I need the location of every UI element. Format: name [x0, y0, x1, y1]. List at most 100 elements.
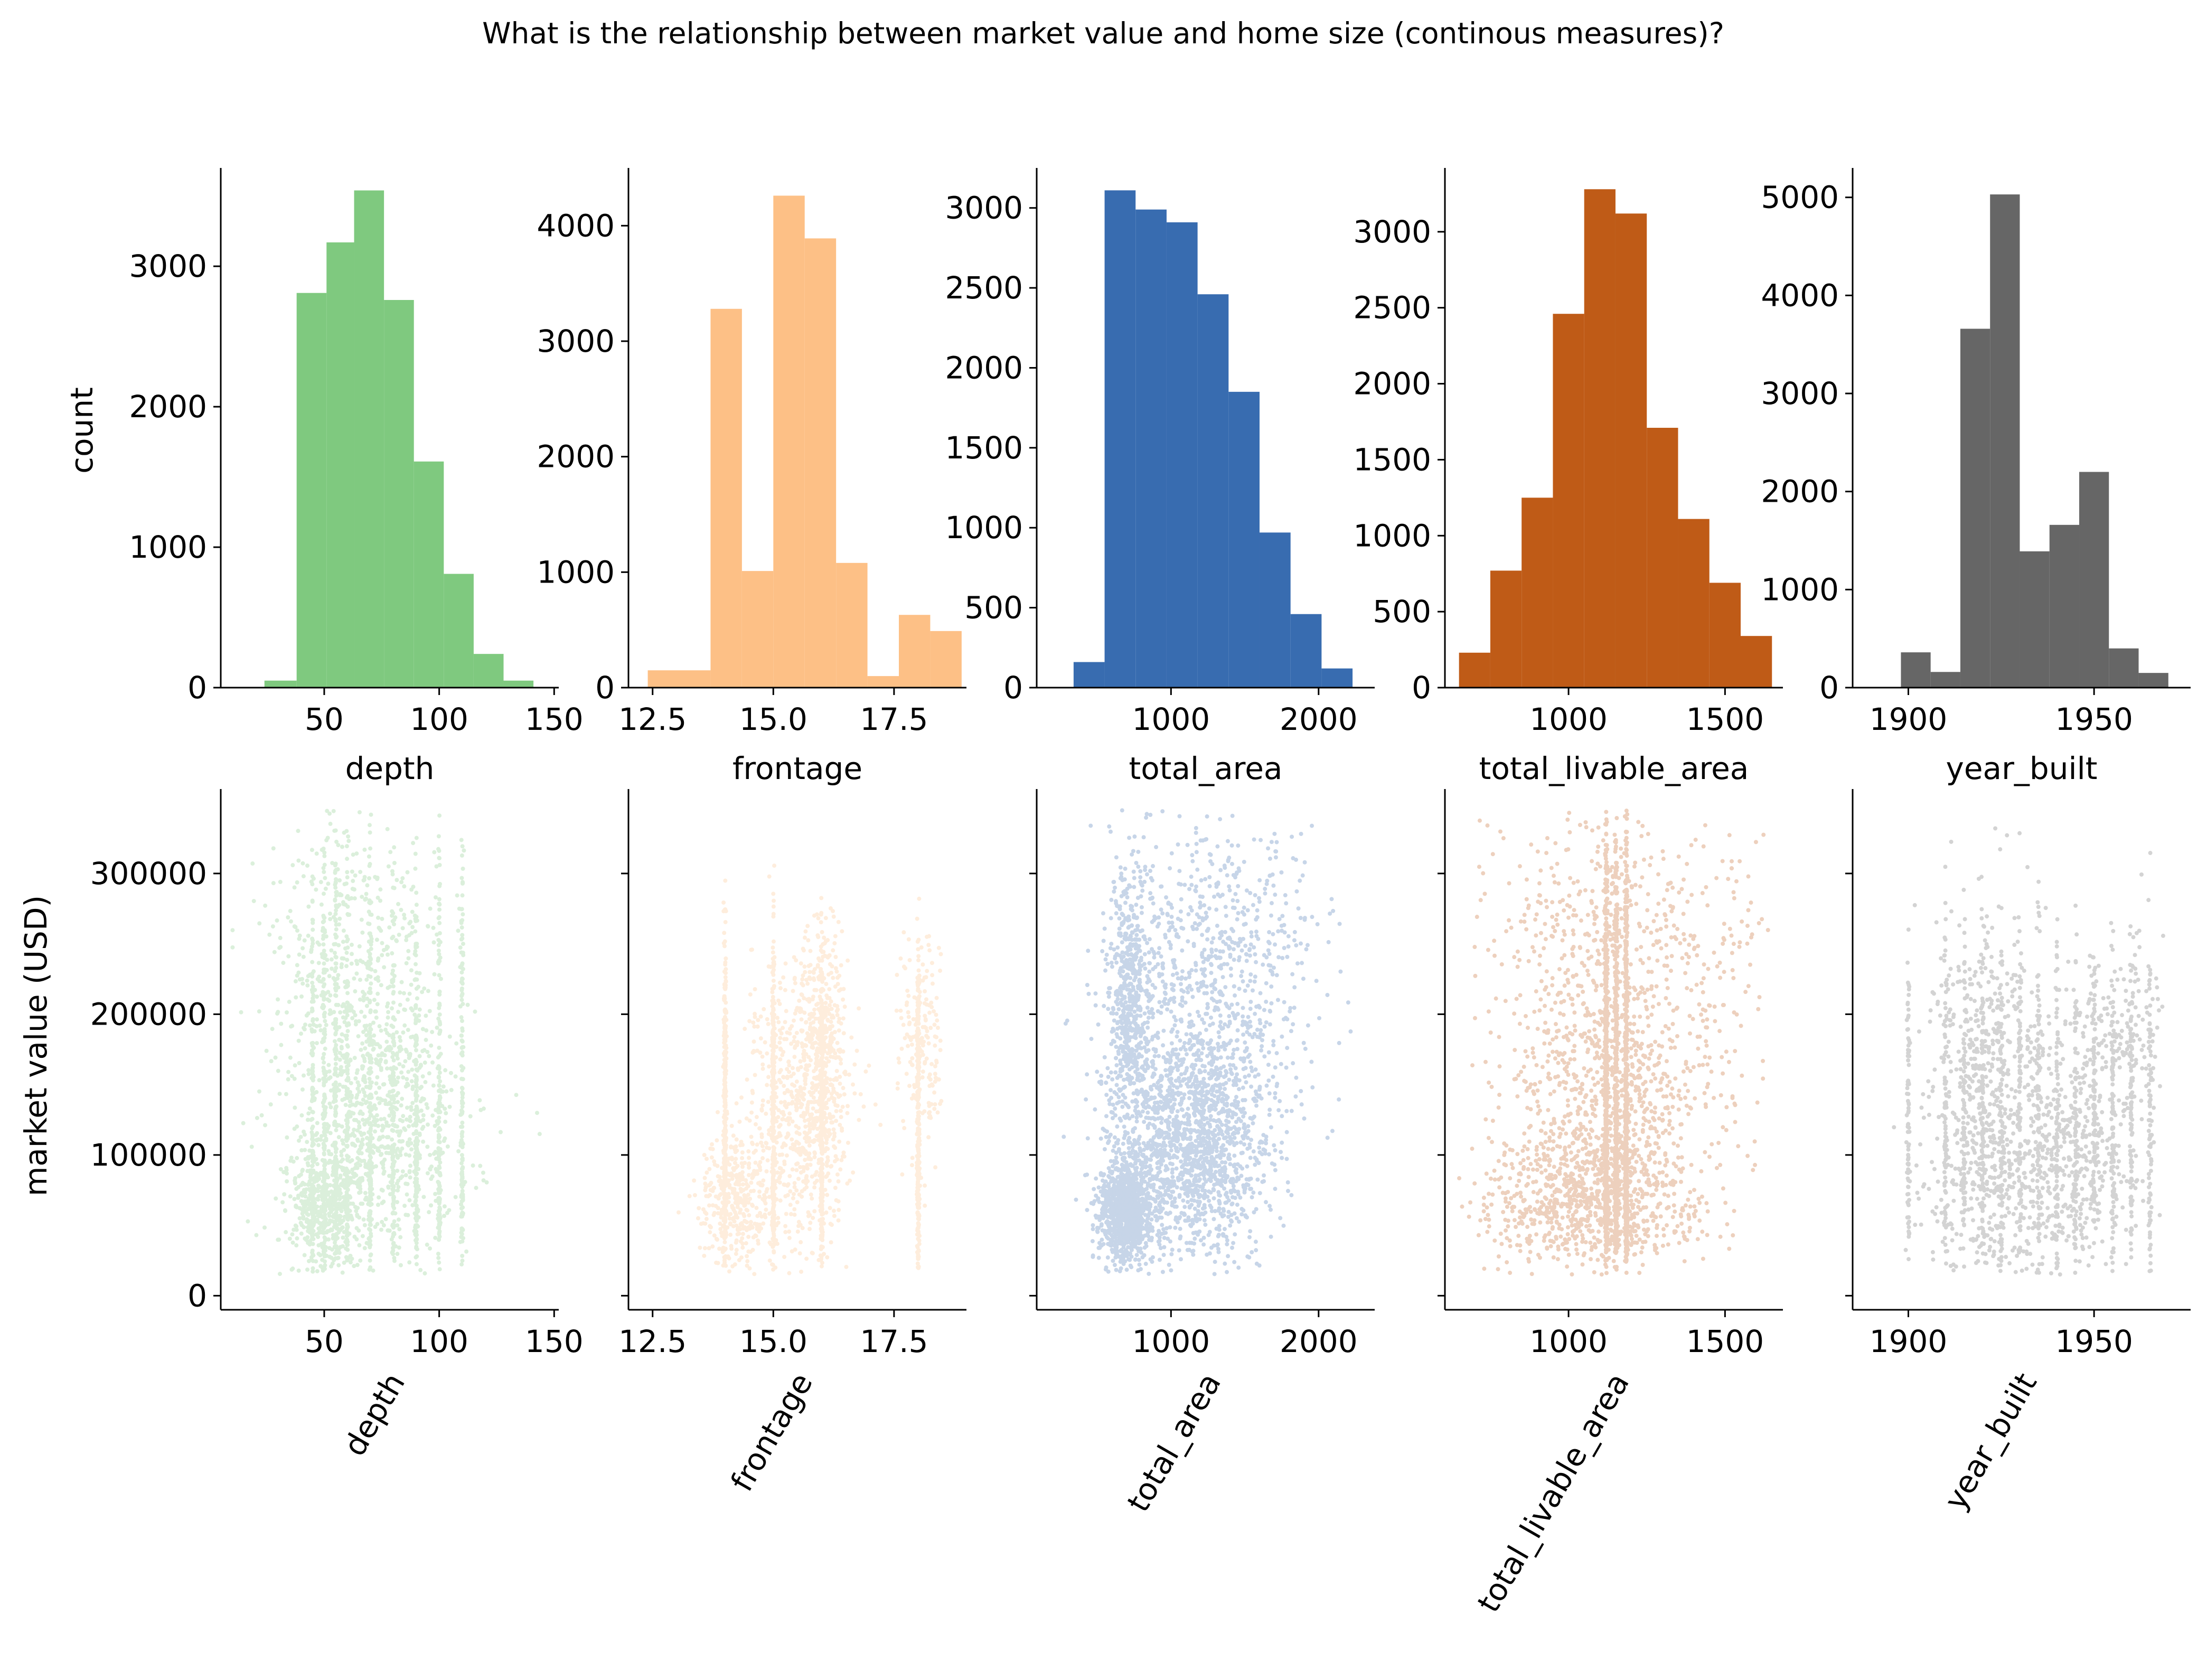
scatter-point [311, 1017, 315, 1021]
scatter-point [792, 1035, 797, 1039]
x-tick-label: 12.5 [618, 701, 687, 737]
scatter-point [304, 1209, 308, 1214]
scatter-point [327, 1101, 332, 1106]
scatter-point [369, 946, 373, 951]
scatter-point [397, 1062, 402, 1066]
scatter-point [383, 1217, 388, 1222]
scatter-point [461, 942, 465, 946]
scatter-point [334, 1244, 339, 1249]
scatter-point [819, 1227, 824, 1232]
scatter-point [381, 1166, 386, 1170]
scatter-point [362, 847, 367, 852]
scatter-point [333, 1219, 338, 1224]
scatter-point [749, 1100, 754, 1105]
scatter-point [794, 1079, 799, 1084]
scatter-point [368, 1031, 372, 1036]
scatter-point [285, 1179, 289, 1184]
scatter-point [370, 1217, 374, 1222]
histogram-bar [354, 190, 384, 688]
scatter-point [782, 1091, 787, 1095]
scatter-point [728, 1232, 733, 1237]
scatter-point [350, 1256, 354, 1261]
scatter-point [322, 1083, 326, 1087]
scatter-point [334, 1207, 339, 1212]
scatter-point [369, 1093, 373, 1097]
scatter-point [311, 876, 316, 881]
scatter-point [309, 1041, 314, 1046]
scatter-point [727, 1256, 731, 1261]
scatter-point [761, 1148, 766, 1153]
scatter-point [432, 972, 437, 977]
scatter-point [414, 1067, 419, 1072]
scatter-point [367, 823, 372, 828]
scatter-point [371, 1046, 376, 1051]
scatter-point [437, 1208, 442, 1213]
scatter-point [345, 857, 350, 861]
scatter-point [790, 1119, 795, 1124]
scatter-point [774, 1160, 779, 1165]
scatter-point [333, 1099, 338, 1103]
scatter-point [346, 1155, 351, 1159]
scatter-point [337, 1057, 342, 1062]
scatter-point [367, 876, 372, 880]
scatter-point [344, 1206, 349, 1211]
scatter-point [311, 1211, 316, 1216]
scatter-point [308, 1188, 313, 1193]
scatter-point [304, 1217, 309, 1222]
scatter-point [351, 879, 355, 884]
scatter-point [449, 1087, 454, 1092]
scatter-point [345, 1257, 350, 1262]
scatter-point [407, 1153, 412, 1158]
scatter-point [332, 1086, 336, 1091]
scatter-point [437, 1001, 442, 1006]
scatter-point [354, 959, 359, 963]
scatter-point [417, 1054, 422, 1058]
scatter-point [769, 1262, 774, 1267]
scatter-point [744, 1181, 749, 1186]
scatter-point [703, 1188, 708, 1193]
scatter-points [230, 809, 542, 1277]
scatter-point [310, 1088, 315, 1093]
scatter-point [437, 1157, 442, 1161]
scatter-point [333, 1221, 337, 1226]
scatter-point [296, 1193, 300, 1198]
scatter-point [458, 1240, 463, 1244]
scatter-point [740, 1175, 745, 1179]
scatter-point [390, 1089, 395, 1094]
scatter-point [414, 1262, 419, 1266]
scatter-point [269, 1059, 274, 1064]
scatter-point [776, 1216, 781, 1221]
scatter-point [437, 1066, 442, 1071]
scatter-point [848, 1178, 852, 1183]
scatter-point [322, 1146, 327, 1150]
scatter-point [344, 1200, 349, 1205]
scatter-point [766, 1075, 771, 1080]
scatter-point [311, 969, 316, 974]
scatter-point [397, 1048, 402, 1053]
scatter-point [370, 1192, 375, 1197]
scatter-point [254, 1233, 259, 1237]
scatter-point [785, 1030, 790, 1035]
scatter-point [345, 1198, 350, 1203]
scatter-point [391, 1188, 396, 1193]
scatter-point [336, 1255, 341, 1260]
scatter-point [389, 1237, 394, 1242]
scatter-point [729, 1244, 734, 1249]
scatter-point [318, 1028, 323, 1033]
scatter-point [436, 1135, 441, 1140]
scatter-point [775, 1016, 780, 1020]
scatter-point [321, 977, 326, 981]
scatter-point [459, 1034, 464, 1038]
scatter-point [354, 1237, 359, 1242]
scatter-point [325, 836, 330, 840]
scatter-point [391, 1155, 396, 1160]
scatter-point [453, 1074, 458, 1079]
scatter-point [344, 881, 349, 886]
scatter-point [299, 1231, 304, 1236]
scatter-point [314, 1205, 318, 1209]
scatter-point [336, 1002, 341, 1007]
scatter-point [294, 995, 298, 1000]
scatter-point [785, 1134, 790, 1139]
